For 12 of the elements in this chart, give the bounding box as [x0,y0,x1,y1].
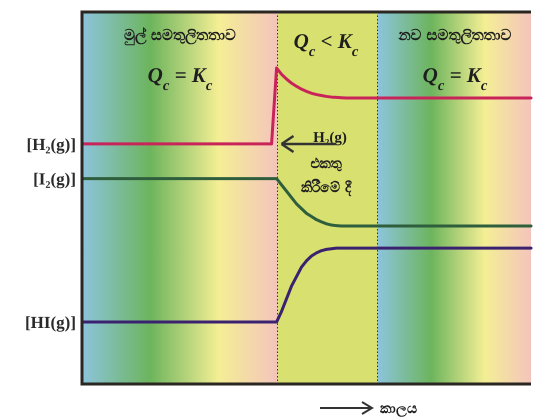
text: නව සමතුලිතතාව [397,26,512,45]
annotation: Q$_{c}$ = K$_{c}$ [422,63,488,94]
series-label: [HI(g)] [25,313,76,332]
annotation: H₂(g) [313,130,347,146]
annotation: Q$_{c}$ = K$_{c}$ [148,63,213,94]
text: මුල් සමතුලිතතාව [124,26,236,46]
series-label: [I₂(g)] [33,170,76,189]
annotation: එකතු [310,156,342,172]
series-label: [H₂(g)] [26,134,76,154]
x-axis-title: කාලය [380,401,417,418]
annotation: කිරීමේ දී [301,179,352,197]
text: Q$_{c}$ < K$_{c}$ [294,29,359,60]
